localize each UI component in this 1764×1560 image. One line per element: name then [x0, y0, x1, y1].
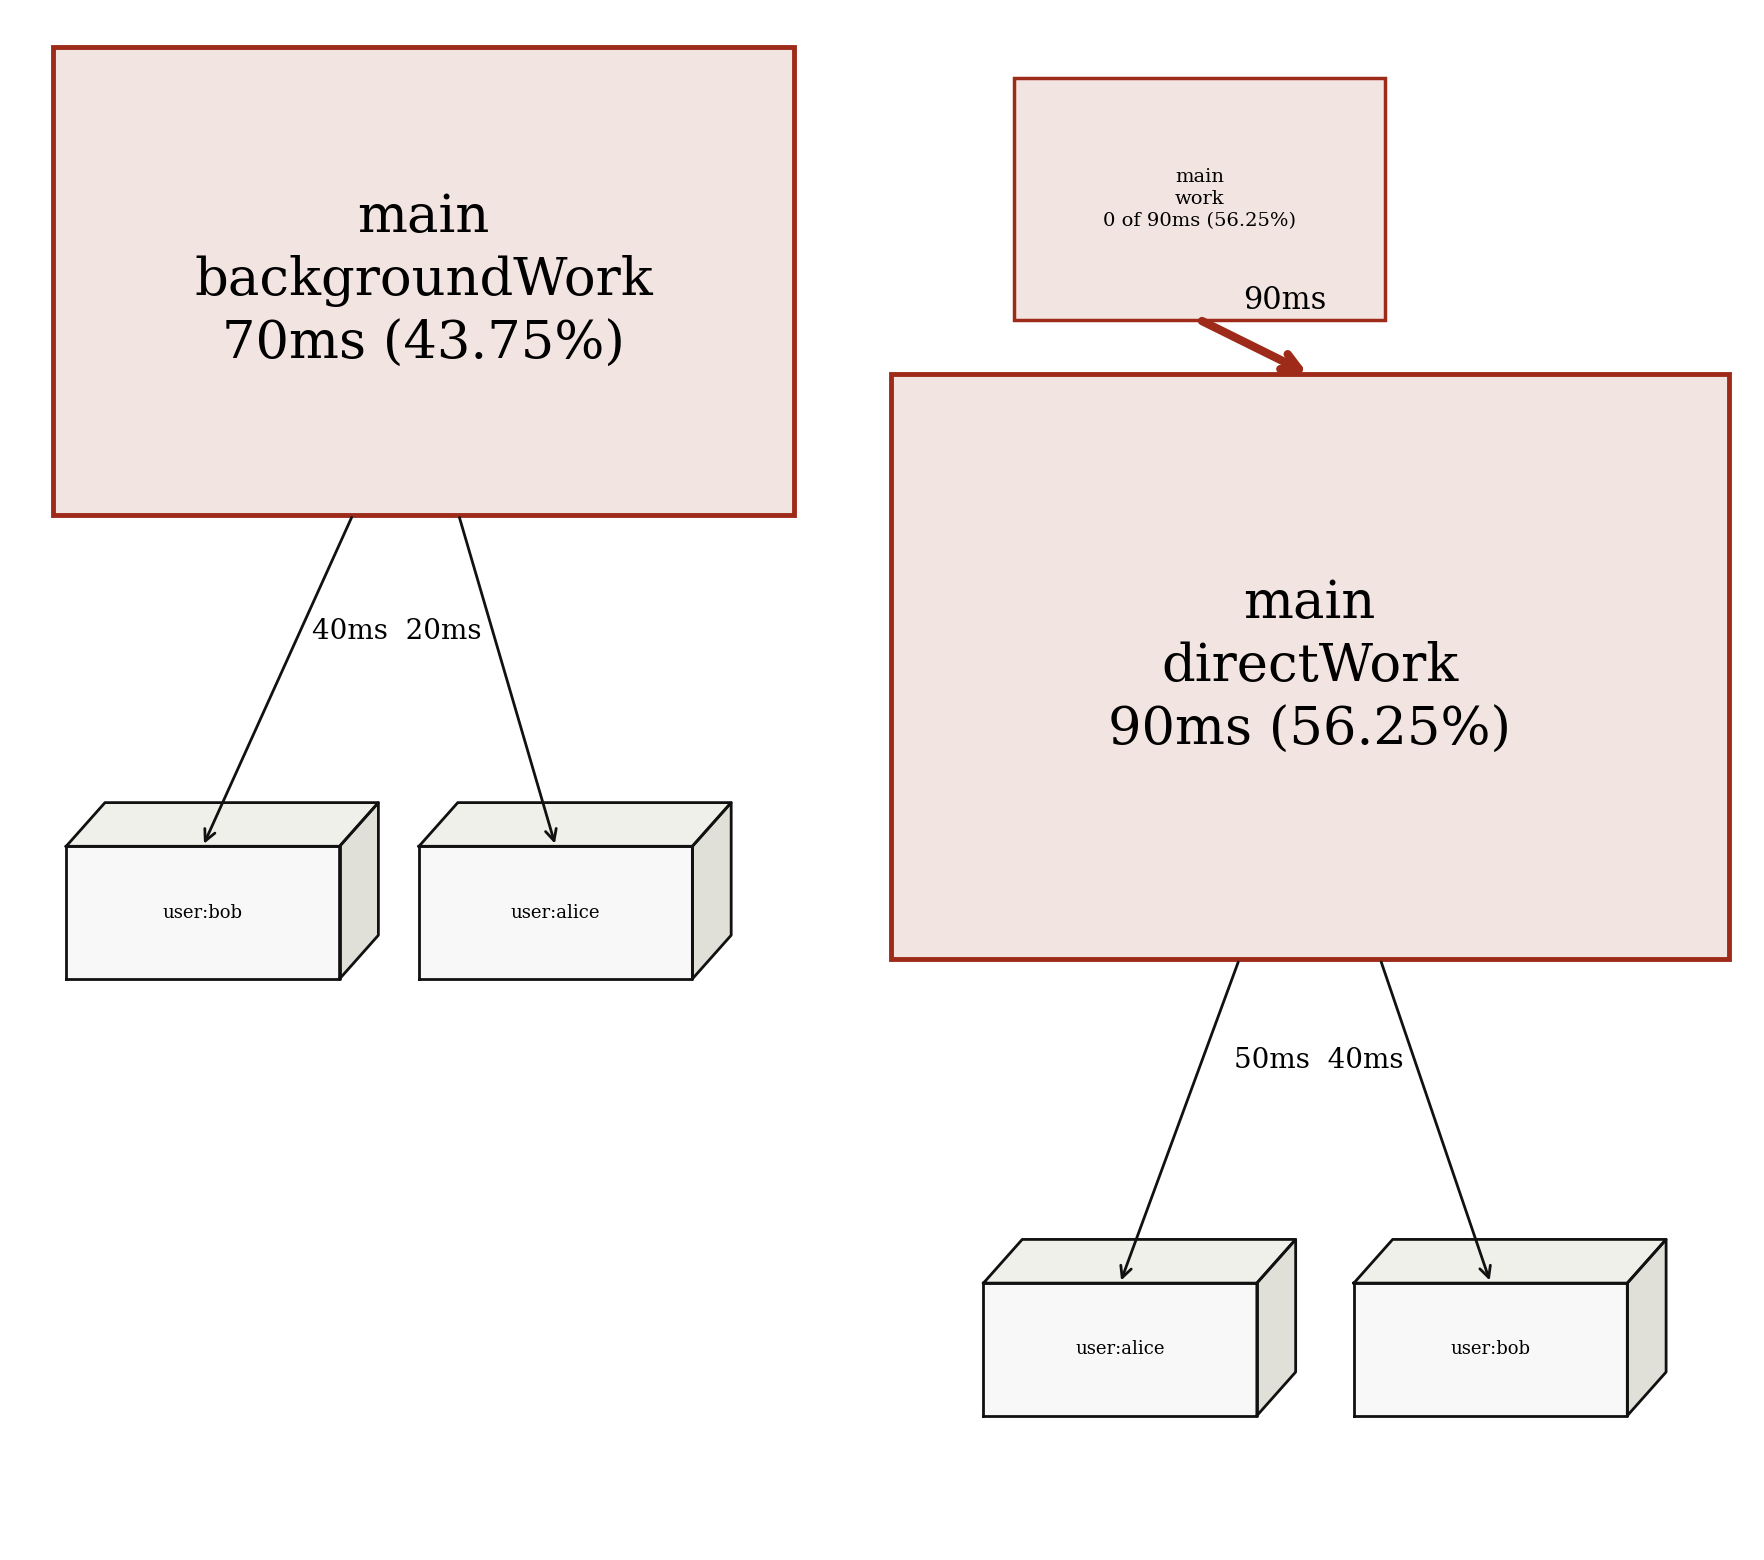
Polygon shape — [983, 1239, 1295, 1282]
Text: user:alice: user:alice — [1076, 1340, 1164, 1359]
Bar — [53, 47, 794, 515]
Bar — [1014, 78, 1385, 320]
Polygon shape — [1256, 1239, 1295, 1416]
Polygon shape — [1626, 1239, 1665, 1416]
Polygon shape — [691, 802, 732, 980]
Text: main
directWork
90ms (56.25%): main directWork 90ms (56.25%) — [1108, 579, 1512, 755]
Polygon shape — [1353, 1239, 1665, 1282]
Text: 40ms  20ms: 40ms 20ms — [312, 618, 482, 646]
Polygon shape — [418, 802, 732, 846]
Polygon shape — [418, 846, 691, 980]
Bar — [891, 374, 1729, 959]
Text: main
backgroundWork
70ms (43.75%): main backgroundWork 70ms (43.75%) — [194, 192, 653, 370]
Text: 50ms  40ms: 50ms 40ms — [1233, 1047, 1404, 1075]
Polygon shape — [983, 1282, 1256, 1416]
Text: main
work
0 of 90ms (56.25%): main work 0 of 90ms (56.25%) — [1102, 167, 1297, 229]
Text: user:bob: user:bob — [1450, 1340, 1531, 1359]
Polygon shape — [339, 802, 377, 980]
Polygon shape — [67, 846, 339, 980]
Text: user:alice: user:alice — [512, 903, 600, 922]
Polygon shape — [67, 802, 377, 846]
Text: user:bob: user:bob — [162, 903, 243, 922]
Polygon shape — [1353, 1282, 1626, 1416]
Text: 90ms: 90ms — [1244, 285, 1327, 315]
